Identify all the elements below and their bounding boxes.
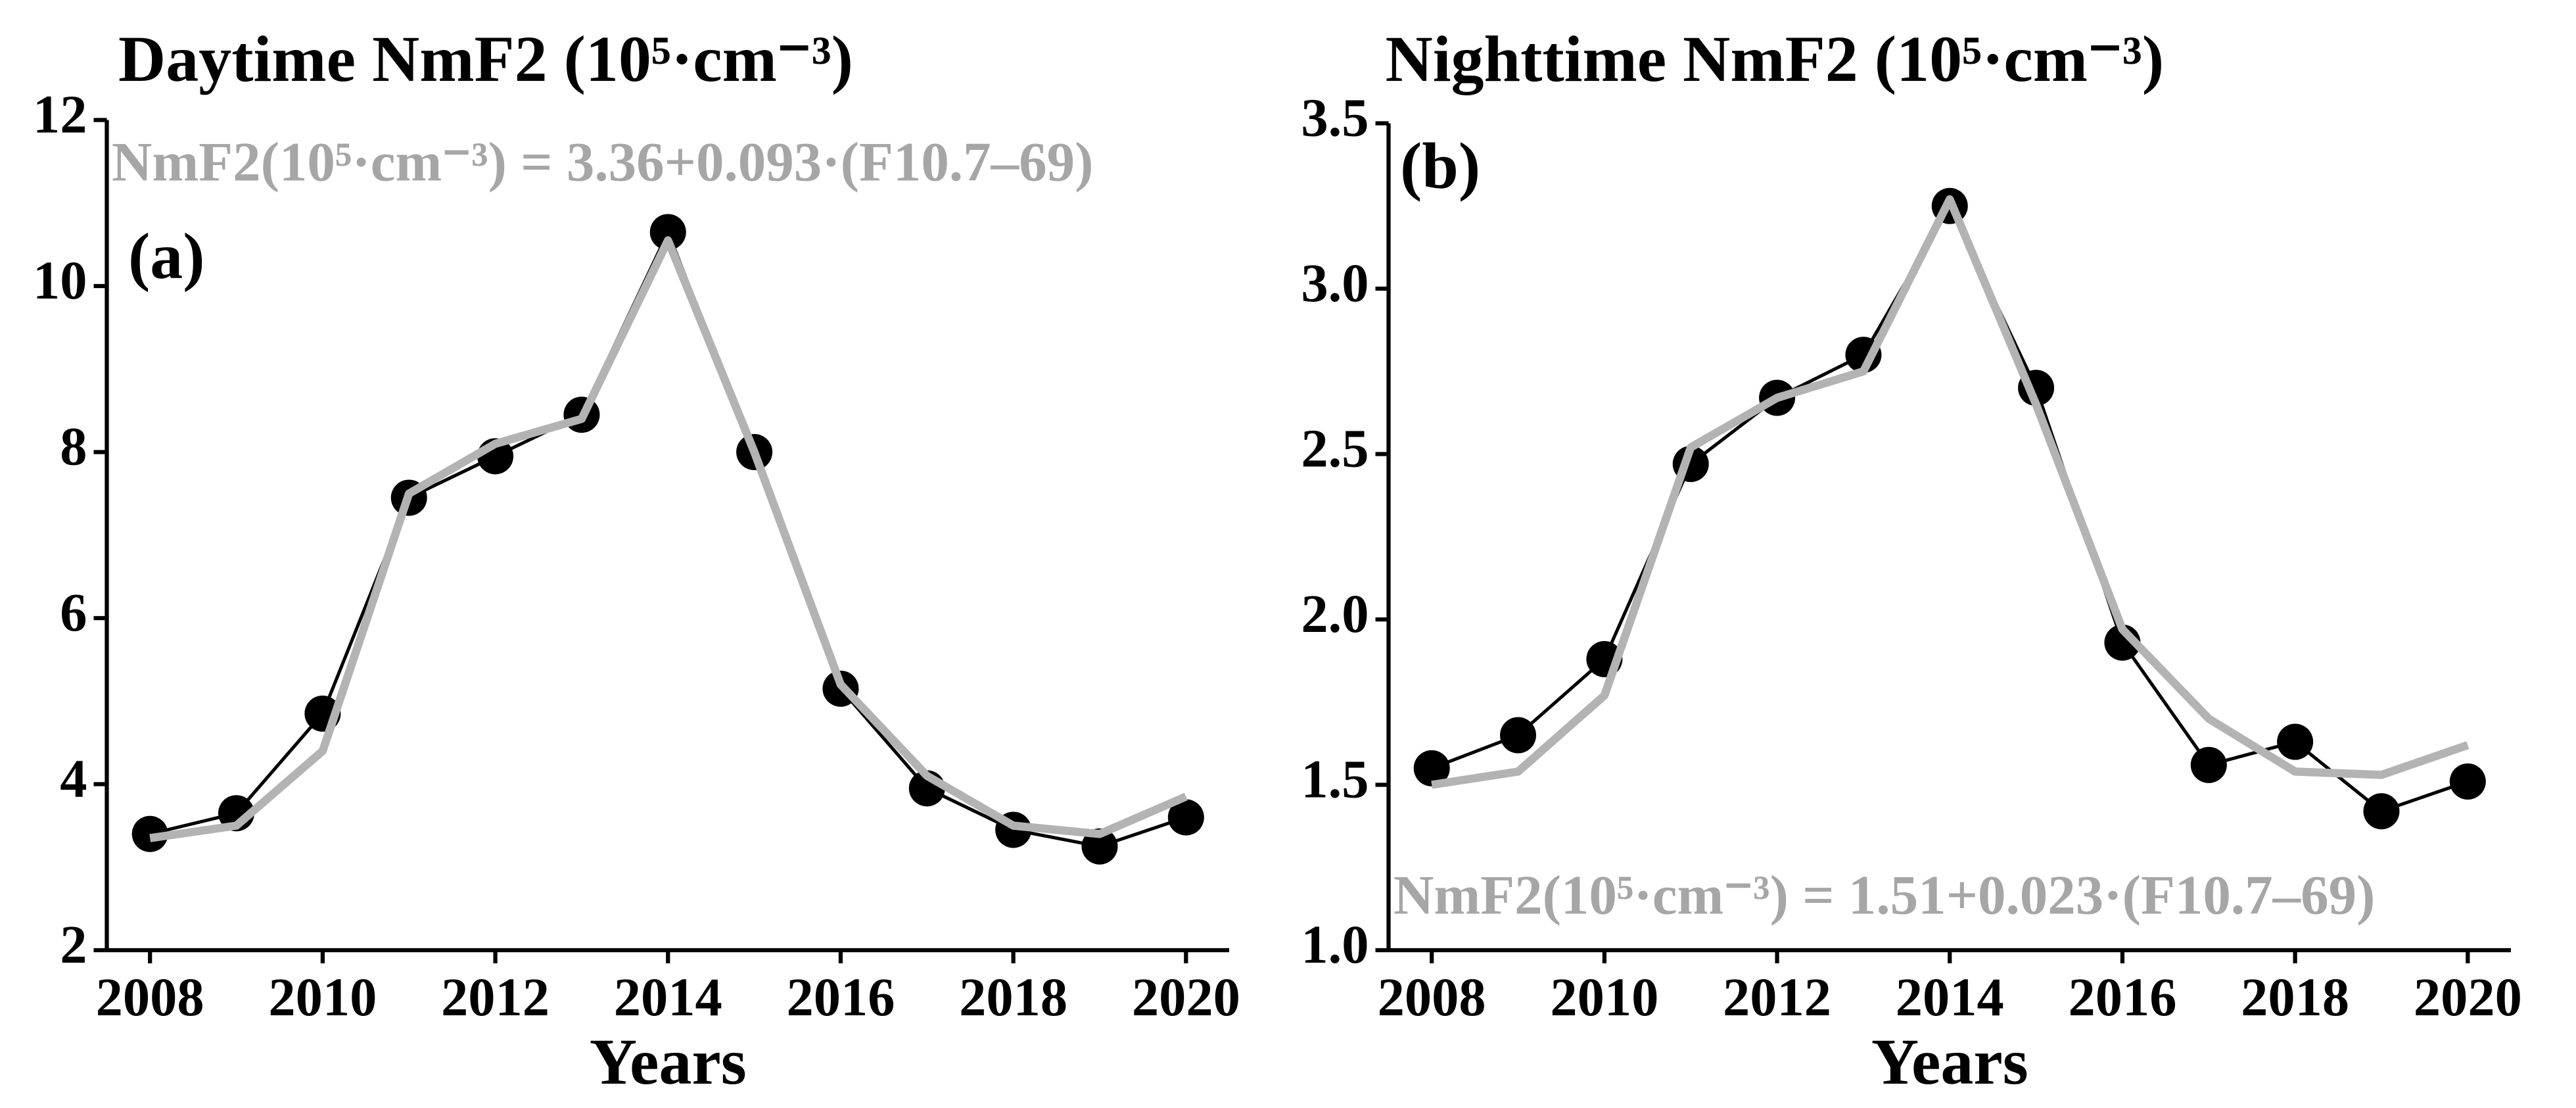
x-tick-label: 2018 <box>959 967 1067 1027</box>
panel-label: (a) <box>128 220 205 293</box>
line <box>1431 204 2469 813</box>
marker <box>1167 799 1204 836</box>
line <box>1431 195 2470 789</box>
x-tick-label: 2014 <box>614 967 722 1027</box>
line <box>149 236 1188 842</box>
x-tick-label: 2008 <box>96 967 204 1027</box>
y-tick-label: 8 <box>60 416 87 476</box>
marker <box>1413 750 1450 786</box>
chart-title: Daytime NmF2 (10⁵·cm⁻³) <box>118 22 853 95</box>
x-tick-label: 2020 <box>1132 967 1240 1027</box>
x-tick-label: 2012 <box>441 967 550 1027</box>
x-tick-label: 2018 <box>2241 967 2349 1027</box>
annotation: NmF2(10⁵·cm⁻³) = 3.36+0.093·(F10.7–69) <box>112 132 1093 193</box>
x-axis-label: Years <box>590 1025 747 1098</box>
x-tick-label: 2010 <box>268 967 377 1027</box>
y-tick-label: 6 <box>60 582 87 642</box>
x-tick-label: 2020 <box>2414 967 2522 1027</box>
y-tick-label: 10 <box>33 250 87 310</box>
y-tick-label: 3.0 <box>1301 253 1369 313</box>
marker <box>1081 828 1118 865</box>
annotation: NmF2(10⁵·cm⁻³) = 1.51+0.023·(F10.7–69) <box>1393 865 2375 927</box>
marker <box>1500 717 1537 754</box>
x-tick-label: 2010 <box>1550 967 1658 1027</box>
x-tick-label: 2012 <box>1723 967 1831 1027</box>
y-tick-label: 2.5 <box>1301 418 1369 478</box>
marker <box>2449 763 2486 800</box>
x-axis-label: Years <box>1871 1025 2028 1098</box>
x-tick-label: 2016 <box>786 967 895 1027</box>
y-tick-label: 4 <box>60 748 87 808</box>
y-tick-label: 3.5 <box>1301 87 1369 147</box>
y-tick-label: 1.0 <box>1301 914 1369 975</box>
y-tick-label: 12 <box>33 84 87 144</box>
x-tick-label: 2016 <box>2068 967 2176 1027</box>
y-tick-label: 1.5 <box>1301 748 1369 809</box>
marker <box>2190 746 2227 783</box>
marker <box>2363 793 2400 830</box>
line <box>149 230 1187 848</box>
panel-label: (b) <box>1400 129 1480 202</box>
y-tick-label: 2.0 <box>1301 583 1369 644</box>
chart-title: Nighttime NmF2 (10⁵·cm⁻³) <box>1386 22 2165 95</box>
y-tick-label: 2 <box>60 914 87 975</box>
marker <box>2277 723 2314 760</box>
x-tick-label: 2008 <box>1378 967 1486 1027</box>
marker <box>649 214 686 251</box>
x-tick-label: 2014 <box>1896 967 2004 1027</box>
